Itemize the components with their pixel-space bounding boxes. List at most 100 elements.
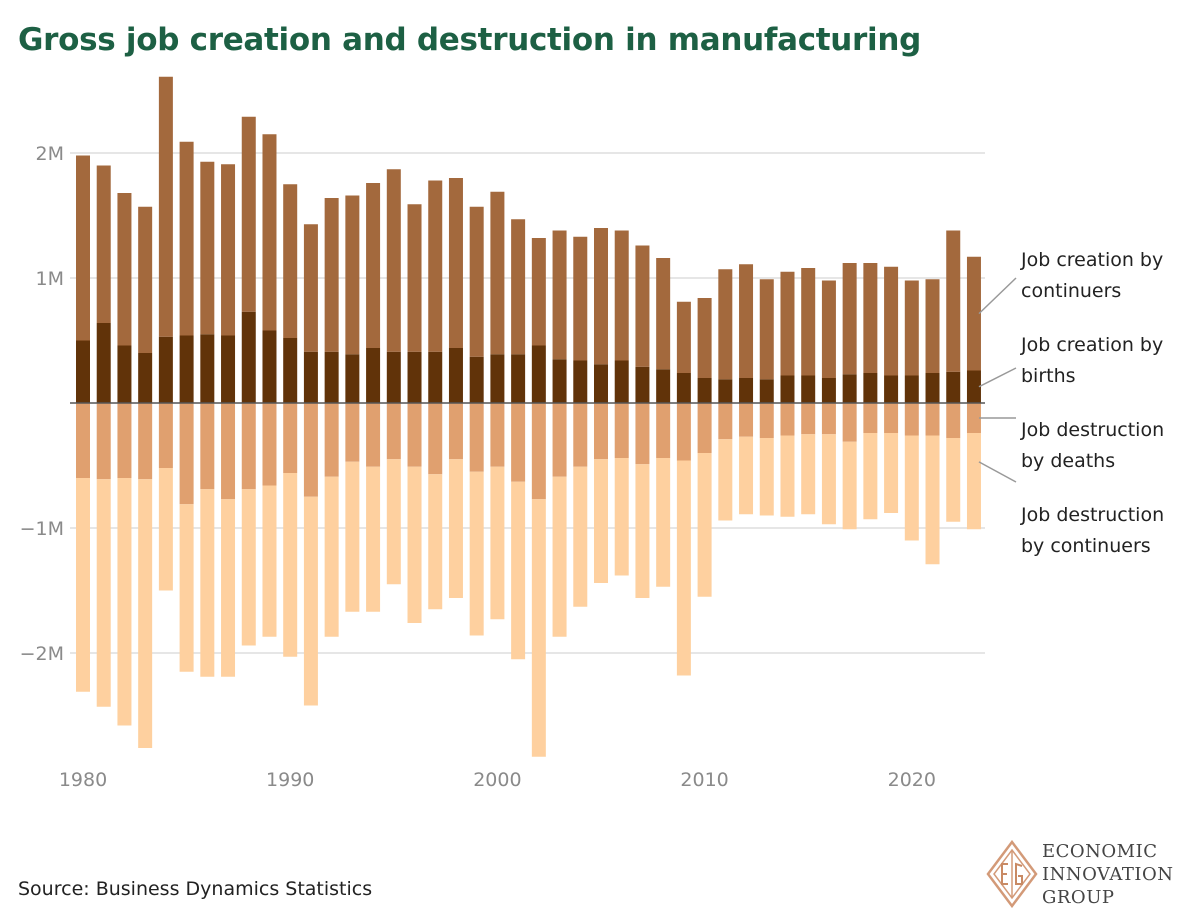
bar-destruction-deaths [345,403,360,462]
logo-line-1: ECONOMIC [1042,841,1158,862]
bar-destruction-deaths [179,403,194,505]
bar-creation-births [345,354,360,403]
bar-creation-continuers [925,279,940,373]
bar-creation-births [531,345,546,403]
bar-creation-continuers [76,155,90,341]
bar-creation-births [76,340,90,403]
logo-line-2: INNOVATION [1042,864,1174,885]
x-tick-label: 2010 [680,769,728,791]
bar-destruction-continuers [511,481,526,660]
bar-creation-births [821,378,836,403]
legend-leader-line [978,277,1017,315]
bar-destruction-deaths [324,403,339,477]
bar-creation-continuers [884,266,899,376]
bar-creation-continuers [117,193,132,346]
bar-creation-continuers [448,178,463,348]
bar-destruction-continuers [821,434,836,525]
bar-creation-births [842,374,857,403]
bar-creation-births [966,370,981,403]
bar-creation-births [759,379,774,403]
bar-creation-births [386,351,401,403]
bar-creation-births [801,375,816,403]
bar-creation-continuers [780,271,795,376]
bar-creation-births [324,351,339,403]
bar-destruction-continuers [863,433,878,520]
bar-creation-births [469,356,484,403]
y-tick-label: 2M [36,143,64,165]
bar-destruction-deaths [241,403,256,490]
bar-creation-births [863,373,878,403]
bar-destruction-continuers [303,496,318,706]
bar-creation-continuers [842,263,857,375]
bar-creation-births [718,379,733,403]
bar-destruction-continuers [283,473,298,657]
bar-destruction-continuers [469,471,484,636]
bar-creation-births [552,359,567,403]
bar-destruction-continuers [117,478,132,726]
bar-creation-births [511,354,526,403]
bar-creation-births [573,360,588,403]
bar-creation-continuers [221,164,236,336]
bar-creation-continuers [138,206,153,353]
bar-destruction-continuers [407,466,422,623]
x-tick-label: 1990 [266,769,314,791]
legend-label: by deaths [1021,450,1115,472]
bar-creation-births [303,351,318,403]
legend-leader-line [978,367,1017,388]
bar-destruction-deaths [490,403,505,467]
y-tick-label: 1M [36,268,64,290]
bar-destruction-deaths [635,403,650,465]
bar-creation-continuers [96,165,111,323]
bar-creation-births [739,378,754,403]
bar-creation-continuers [283,184,298,338]
eig-logo: ECONOMIC INNOVATION GROUP [984,838,1184,910]
y-tick-label: −1M [20,518,64,540]
bar-creation-births [200,334,215,403]
y-axis: 2M 1M −1M −2M [20,143,64,665]
bar-destruction-continuers [179,504,194,672]
bar-creation-continuers [386,169,401,352]
legend: Job creation by continuers Job creation by… [978,249,1164,557]
bar-destruction-deaths [739,403,754,437]
bar-destruction-deaths [448,403,463,460]
bar-creation-births [656,369,671,403]
bar-creation-continuers [428,180,443,352]
bar-destruction-continuers [780,435,795,517]
bar-destruction-continuers [366,466,381,612]
bar-destruction-continuers [200,489,215,677]
bar-destruction-deaths [780,403,795,436]
bar-creation-continuers [552,230,567,360]
bar-destruction-deaths [842,403,857,442]
bar-destruction-continuers [448,459,463,598]
bar-destruction-continuers [76,478,90,692]
bar-creation-births [594,364,608,403]
page-title: Gross job creation and destruction in ma… [18,22,922,58]
bar-destruction-continuers [635,464,650,598]
legend-label: births [1021,365,1076,387]
bar-destruction-deaths [946,403,961,438]
bar-destruction-deaths [614,403,629,458]
bar-creation-births [96,323,111,403]
bar-creation-births [179,335,194,403]
bar-destruction-continuers [842,441,857,530]
bar-destruction-deaths [552,403,567,477]
legend-label: Job creation by [1020,249,1163,271]
bar-creation-continuers [614,230,629,361]
bar-creation-births [407,351,422,403]
bar-creation-continuers [904,280,919,376]
bar-creation-births [221,335,236,403]
bar-creation-births [884,375,899,403]
bar-destruction-deaths [117,403,132,478]
bar-destruction-continuers [925,435,940,565]
bar-creation-continuers [158,76,173,337]
bar-destruction-continuers [428,474,443,610]
bar-creation-continuers [262,134,277,331]
bars [76,76,981,757]
bar-destruction-continuers [96,479,111,707]
bar-destruction-deaths [718,403,733,440]
bar-destruction-deaths [366,403,381,467]
bar-creation-continuers [635,245,650,367]
bar-destruction-deaths [469,403,484,472]
bar-creation-continuers [801,268,816,376]
